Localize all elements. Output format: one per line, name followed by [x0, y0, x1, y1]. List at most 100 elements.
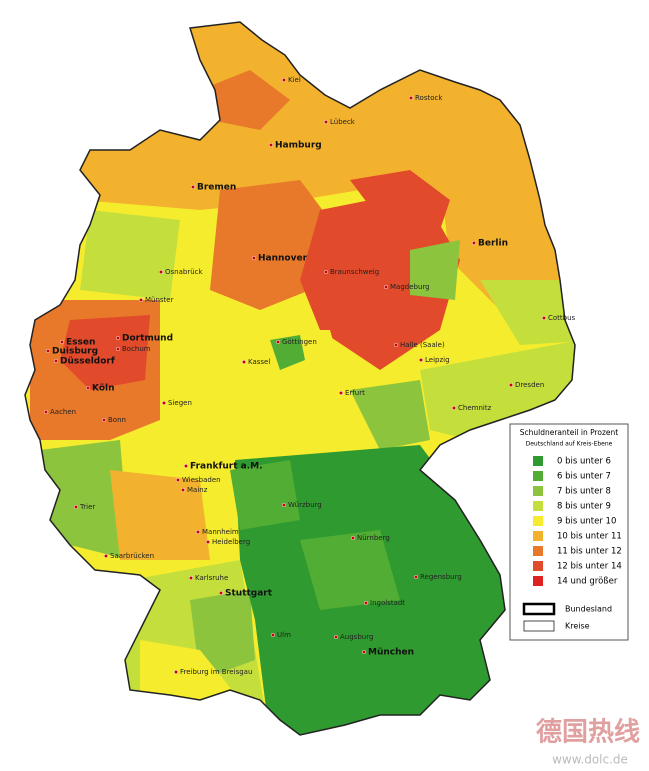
city-dot	[350, 535, 356, 541]
legend-subtitle: Deutschland auf Kreis-Ebene	[526, 441, 613, 448]
city-label: München	[368, 648, 414, 658]
watermark-brand: 德国热线	[536, 718, 640, 748]
city-label: Duisburg	[52, 347, 98, 357]
city-label: Heidelberg	[212, 538, 250, 546]
legend-label: 0 bis unter 6	[557, 457, 611, 467]
city-label: Freiburg im Breisgau	[180, 668, 252, 676]
city-dot	[85, 385, 91, 391]
city-label: Lübeck	[330, 118, 356, 126]
city-label: Bonn	[108, 416, 126, 424]
legend-swatch	[533, 531, 543, 541]
legend-label: 8 bis unter 9	[557, 502, 611, 512]
city-dot	[195, 529, 201, 535]
city-dot	[418, 357, 424, 363]
watermark-url: www.dolc.de	[552, 753, 628, 767]
city-label: Mainz	[187, 486, 208, 494]
region	[350, 380, 430, 450]
city-label: Würzburg	[288, 501, 322, 509]
city-dot	[158, 269, 164, 275]
city-label: Ingolstadt	[370, 599, 405, 607]
region	[410, 240, 460, 300]
city-label: Wiesbaden	[182, 476, 221, 484]
legend-label: 10 bis unter 11	[557, 532, 622, 542]
city-label: Hannover	[258, 254, 308, 264]
city-dot	[333, 634, 339, 640]
legend-label: 14 und größer	[557, 577, 618, 587]
region	[300, 530, 400, 610]
city-label: Münster	[145, 296, 174, 304]
city-dot	[73, 504, 79, 510]
city-label: Bochum	[122, 345, 151, 353]
legend-boundary	[523, 620, 555, 632]
city-dot	[115, 335, 121, 341]
city-dot	[161, 400, 167, 406]
legend-swatch	[533, 546, 543, 556]
city-dot	[541, 315, 547, 321]
city-dot	[188, 575, 194, 581]
city-dot	[103, 553, 109, 559]
city-dot	[323, 269, 329, 275]
city-dot	[338, 390, 344, 396]
city-dot	[361, 649, 367, 655]
city-dot	[45, 348, 51, 354]
city-dot	[101, 417, 107, 423]
legend-label: 11 bis unter 12	[557, 547, 622, 557]
city-label: Essen	[66, 338, 95, 348]
region	[80, 210, 180, 300]
city-dot	[393, 342, 399, 348]
region	[210, 180, 330, 310]
city-label: Braunschweig	[330, 268, 379, 276]
region	[110, 470, 210, 560]
region	[230, 460, 300, 530]
city-dot	[383, 284, 389, 290]
region	[60, 315, 150, 390]
city-label: Düsseldorf	[60, 357, 115, 367]
city-dot	[508, 382, 514, 388]
city-label: Ulm	[277, 631, 291, 639]
city-label: Leipzig	[425, 356, 450, 364]
city-label: Hamburg	[275, 141, 322, 151]
city-label: Siegen	[168, 399, 192, 407]
city-label: Trier	[79, 503, 95, 511]
region	[300, 190, 460, 370]
city-dot	[451, 405, 457, 411]
legend-swatch	[533, 516, 543, 526]
city-label: Berlin	[478, 239, 508, 249]
city-label: Regensburg	[420, 573, 462, 581]
city-label: Aachen	[50, 408, 76, 416]
city-label: Halle (Saale)	[400, 341, 445, 349]
legend-label: Bundesland	[565, 605, 612, 614]
region	[200, 70, 290, 130]
city-label: Bremen	[197, 183, 236, 193]
legend-swatch	[533, 486, 543, 496]
city-dot	[363, 600, 369, 606]
city-dot	[53, 358, 59, 364]
legend-swatch	[533, 576, 543, 586]
city-label: Köln	[92, 384, 115, 394]
city-dot	[205, 539, 211, 545]
legend-label: 6 bis unter 7	[557, 472, 611, 482]
city-dot	[275, 339, 281, 345]
region	[40, 440, 130, 560]
legend-label: Kreise	[565, 622, 590, 631]
city-dot	[268, 142, 274, 148]
city-dot	[190, 184, 196, 190]
legend-label: 9 bis unter 10	[557, 517, 616, 527]
city-dot	[183, 463, 189, 469]
city-label: Nürnberg	[357, 534, 390, 542]
city-label: Erfurt	[345, 389, 365, 397]
city-dot	[270, 632, 276, 638]
legend-swatch	[533, 456, 543, 466]
city-dot	[218, 590, 224, 596]
city-label: Augsburg	[340, 633, 373, 641]
city-dot	[323, 119, 329, 125]
cities: Kiel Rostock Lübeck Hamburg Bremen Berlin Hann…	[43, 76, 576, 676]
city-label: Magdeburg	[390, 283, 430, 291]
legend-title: Schuldneranteil in Prozent	[520, 428, 619, 437]
legend-swatch	[533, 471, 543, 481]
city-dot	[471, 240, 477, 246]
city-label: Dortmund	[122, 334, 173, 344]
city-dot	[241, 359, 247, 365]
